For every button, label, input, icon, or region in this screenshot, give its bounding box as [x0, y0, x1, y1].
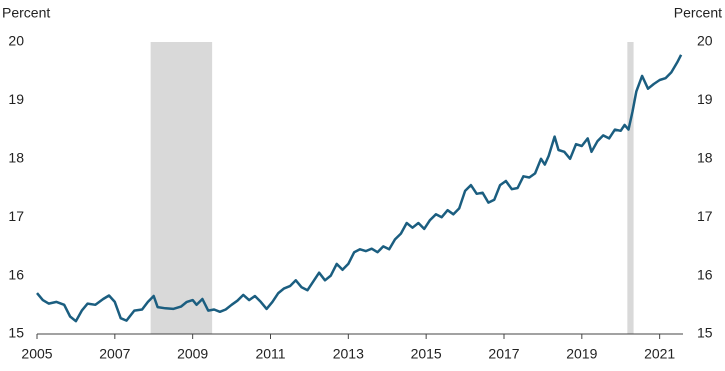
y2-tick-label: 18 — [697, 150, 713, 166]
y2-tick-label: 17 — [697, 208, 713, 224]
y2-tick-label: 19 — [697, 91, 713, 107]
x-tick-label: 2007 — [99, 346, 130, 362]
y-tick-label: 15 — [8, 325, 24, 341]
x-tick-label: 2009 — [177, 346, 208, 362]
x-tick-label: 2015 — [411, 346, 442, 362]
y2-tick-label: 16 — [697, 266, 713, 282]
shaded-period — [150, 42, 213, 334]
x-tick-label: 2019 — [566, 346, 597, 362]
y-tick-label: 17 — [8, 208, 24, 224]
x-tick-label: 2005 — [21, 346, 52, 362]
data-line — [36, 54, 683, 323]
y2-axis-label: Percent — [674, 5, 722, 21]
x-tick-label: 2013 — [333, 346, 364, 362]
y-tick-label: 18 — [8, 150, 24, 166]
x-tick-label: 2017 — [488, 346, 519, 362]
x-tick-label: 2011 — [255, 346, 285, 362]
y2-tick-label: 15 — [697, 325, 713, 341]
y-tick-label: 16 — [8, 266, 24, 282]
y-axis-label: Percent — [2, 5, 50, 21]
y-tick-label: 20 — [8, 33, 24, 49]
y2-tick-label: 20 — [697, 33, 713, 49]
x-tick-label: 2021 — [644, 346, 675, 362]
y-tick-label: 19 — [8, 91, 24, 107]
shaded-period — [627, 42, 634, 334]
